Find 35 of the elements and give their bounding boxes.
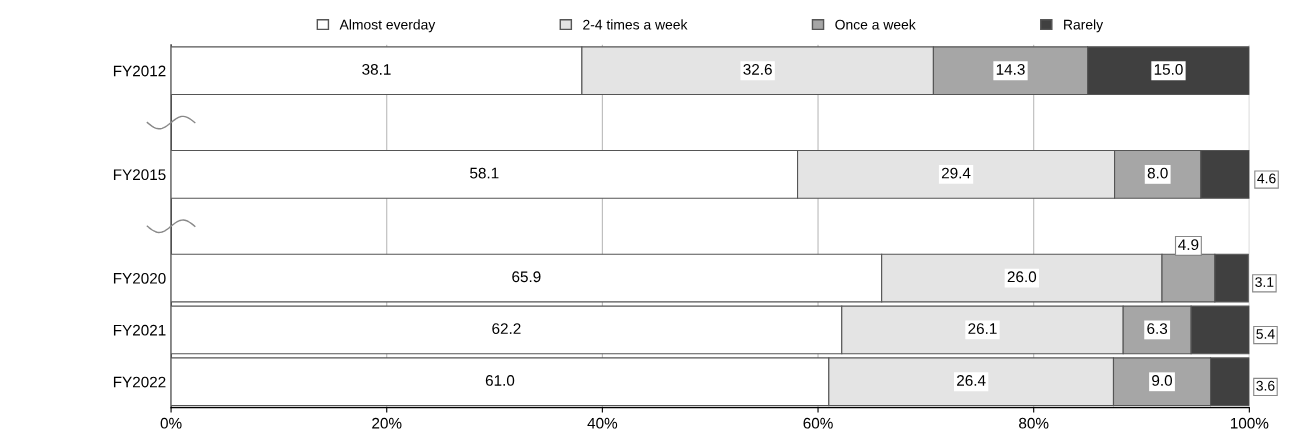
x-tick-label: 80% (1019, 417, 1049, 429)
legend-label: 2-4 times a week (583, 19, 688, 30)
data-label: 3.1 (1255, 277, 1274, 287)
legend-label: Once a week (835, 19, 916, 30)
x-tick-label: 0% (160, 417, 182, 429)
x-tick-label: 20% (372, 417, 402, 429)
legend-label: Rarely (1064, 19, 1104, 33)
y-tick-label: FY2022 (113, 376, 166, 388)
data-label: 15.0 (1154, 64, 1183, 75)
data-label: 5.4 (1256, 329, 1275, 339)
data-label: 58.1 (470, 167, 499, 179)
data-label: 4.6 (1257, 173, 1276, 184)
data-label: 62.2 (492, 323, 521, 335)
data-label: 26.1 (968, 323, 997, 335)
x-tick-label: 60% (803, 417, 833, 429)
data-label: 3.6 (1256, 380, 1275, 391)
data-label: 29.4 (941, 167, 971, 179)
y-tick-label: FY2021 (113, 324, 166, 336)
data-label: 26.4 (957, 375, 986, 386)
data-label: 26.0 (1007, 271, 1037, 283)
y-tick-label: FY2020 (113, 272, 166, 284)
data-label: 8.0 (1147, 167, 1168, 179)
data-label: 6.3 (1147, 323, 1168, 335)
data-label: 9.0 (1152, 375, 1173, 386)
y-tick-label: FY2015 (113, 169, 166, 181)
data-label: 65.9 (512, 271, 541, 283)
x-tick-label: 100% (1230, 417, 1269, 429)
y-tick-label: FY2012 (113, 65, 166, 77)
data-label: 14.3 (996, 64, 1025, 75)
data-label: 32.6 (743, 64, 772, 75)
legend-label: Almost everday (339, 19, 436, 33)
data-label: 38.1 (362, 64, 391, 75)
x-tick-label: 40% (587, 417, 618, 429)
data-label: 61.0 (485, 375, 515, 386)
data-label: 4.9 (1178, 239, 1199, 251)
